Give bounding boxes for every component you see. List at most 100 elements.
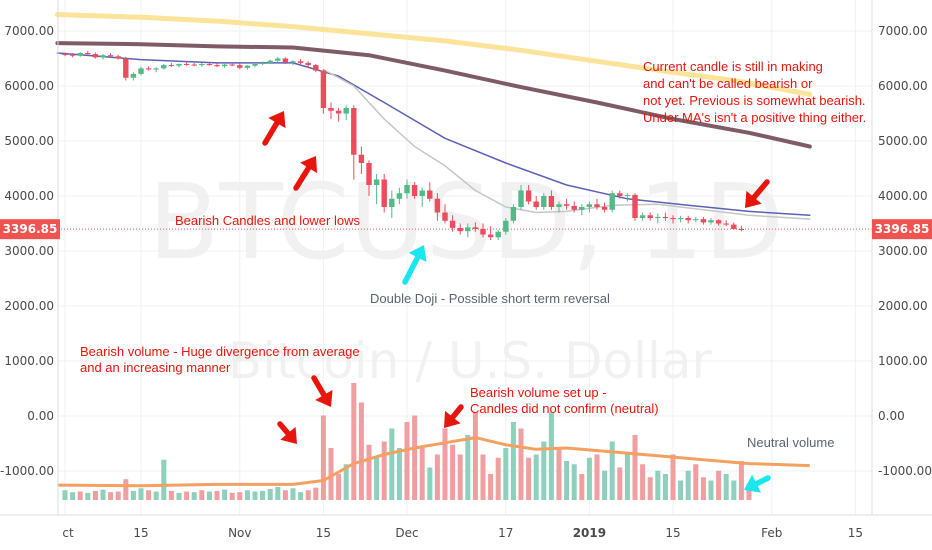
candle-body — [472, 227, 479, 229]
candle-body — [328, 108, 334, 111]
volume-bar — [419, 448, 425, 500]
candle-body — [229, 64, 235, 66]
candle-body — [503, 220, 509, 232]
candlesticks — [62, 50, 745, 240]
candle-body — [419, 190, 425, 196]
red-arrow-icon-head — [315, 389, 333, 407]
volume-bar — [624, 454, 630, 500]
y-tick-label-left: 6000.00 — [4, 79, 54, 93]
y-tick-label-left: 0.00 — [27, 409, 54, 423]
volume-bar — [336, 474, 342, 500]
candle-body — [609, 193, 615, 210]
candle-body — [685, 218, 691, 221]
candle-body — [77, 53, 83, 56]
candle-body — [525, 190, 532, 202]
volume-bar — [237, 492, 243, 500]
candle-body — [100, 55, 106, 58]
annotation-arrows — [262, 111, 771, 493]
candle-body — [571, 205, 577, 210]
candle-body — [237, 65, 243, 68]
candle-body — [518, 190, 524, 207]
y-tick-label-left: 2000.00 — [4, 299, 54, 313]
red-arrow-icon-shaft — [277, 421, 291, 437]
candle-body — [731, 224, 737, 229]
volume-bar — [700, 477, 706, 500]
candle-body — [655, 216, 661, 218]
y-tick-label-right: 2000.00 — [878, 299, 928, 313]
candle-body — [548, 196, 555, 207]
candle-body — [373, 179, 380, 185]
annotations: Current candle is still in making and ca… — [80, 59, 866, 450]
candle-body — [69, 54, 76, 56]
volume-bar — [617, 467, 623, 500]
candle-body — [275, 58, 281, 61]
volume-bar — [465, 435, 471, 500]
candle-body — [85, 53, 91, 55]
volume-bar — [594, 454, 600, 500]
volume-bar — [260, 490, 266, 500]
candle-body — [738, 229, 745, 230]
y-tick-label-left: -1000.00 — [0, 464, 54, 478]
candle-body — [411, 185, 418, 196]
volume-bar — [343, 464, 349, 500]
y-tick-label-right: -1000.00 — [878, 464, 932, 478]
volume-bar — [556, 448, 562, 500]
volume-bar — [640, 464, 646, 500]
volume-bar — [738, 461, 744, 500]
candle-body — [434, 198, 441, 213]
last-price-badge-left-label: 3396.85 — [3, 222, 58, 236]
candle-body — [670, 218, 676, 220]
last-price-badge-right — [872, 219, 932, 240]
candle-body — [427, 190, 433, 199]
candle-body — [487, 234, 494, 238]
volume-bar — [282, 490, 288, 500]
volume-bar — [244, 490, 250, 500]
annotation-neutral-volume: Neutral volume — [747, 435, 834, 450]
candle-body — [214, 65, 220, 67]
ma-blue-line — [56, 52, 811, 217]
volume-bar — [579, 474, 585, 500]
candle-body — [533, 201, 539, 207]
volume-bar — [404, 422, 410, 500]
volume-bar — [351, 383, 357, 500]
red-arrow-icon-shaft — [262, 120, 280, 146]
volume-bar — [632, 435, 638, 500]
cyan-arrow-icon-shaft — [753, 475, 771, 487]
volume-bar — [609, 441, 615, 500]
volume-bar — [381, 441, 387, 500]
x-tick-label: 17 — [498, 526, 513, 540]
candle-body — [556, 204, 562, 207]
candle-body — [320, 70, 327, 108]
candle-body — [404, 185, 410, 194]
volume-bar — [716, 470, 722, 500]
x-tick-label: 15 — [316, 526, 331, 540]
volume-bar — [184, 491, 190, 500]
volume-bar — [746, 483, 752, 500]
candle-body — [138, 68, 144, 74]
volume-bar — [510, 422, 516, 500]
candle-body — [191, 64, 197, 66]
candle-body — [495, 231, 501, 238]
candle-body — [206, 64, 213, 66]
candle-body — [647, 215, 653, 218]
volume-bar — [480, 454, 486, 500]
candle-body — [601, 207, 608, 210]
volume-bar — [374, 457, 380, 500]
candle-body — [351, 108, 357, 155]
volume-bar — [662, 474, 668, 500]
annotation-bearish-volume: Bearish volume - Huge divergence from av… — [80, 344, 363, 375]
last-price-badge-right-label: 3396.85 — [875, 222, 930, 236]
candle-body — [153, 68, 159, 70]
red-arrow-icon-head — [268, 111, 286, 129]
volume-bar — [320, 415, 326, 500]
volume-bar — [442, 428, 448, 500]
volume-bar — [206, 491, 212, 500]
volume-bar — [655, 470, 661, 500]
candle-body — [123, 58, 129, 78]
candle-body — [335, 110, 342, 114]
candle-body — [639, 215, 646, 218]
x-tick-label: 15 — [848, 526, 863, 540]
candle-body — [677, 218, 684, 220]
volume-bar — [305, 490, 311, 500]
